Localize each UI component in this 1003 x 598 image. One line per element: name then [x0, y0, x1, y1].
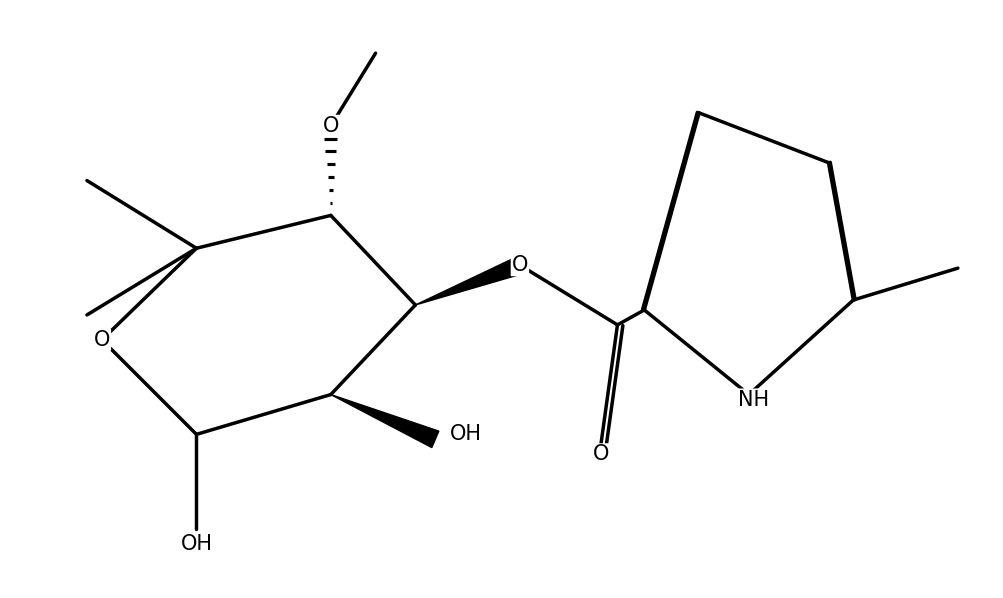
Text: O: O [322, 116, 339, 136]
Polygon shape [415, 257, 523, 305]
Text: O: O [593, 444, 609, 464]
Text: OH: OH [181, 534, 213, 554]
Text: OH: OH [449, 425, 481, 444]
Text: O: O [512, 255, 528, 275]
Text: O: O [93, 330, 110, 350]
Text: NH: NH [737, 389, 768, 410]
Polygon shape [330, 395, 438, 447]
